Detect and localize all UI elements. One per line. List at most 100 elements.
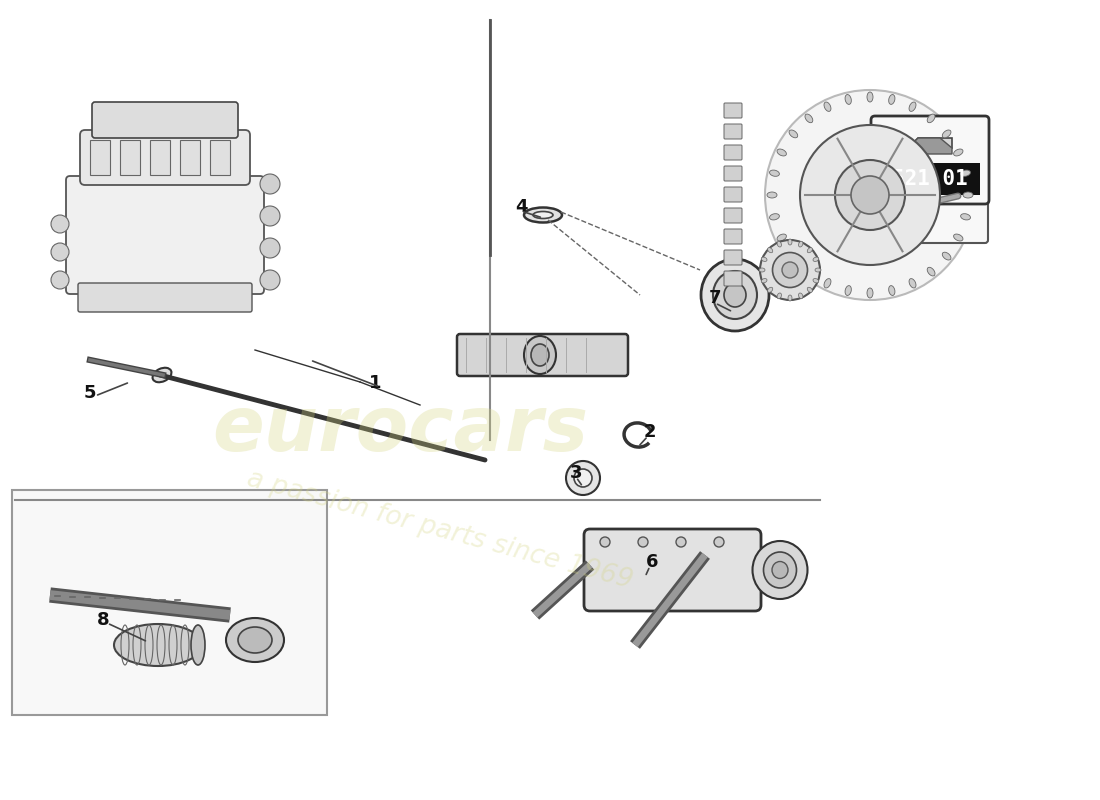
FancyBboxPatch shape [724,187,743,202]
Circle shape [676,537,686,547]
Ellipse shape [954,149,962,156]
Text: 2: 2 [644,423,657,441]
Text: eurocars: eurocars [212,393,588,467]
Ellipse shape [805,267,813,276]
Ellipse shape [788,239,792,245]
Ellipse shape [524,336,556,374]
Ellipse shape [760,240,820,300]
Ellipse shape [845,94,851,104]
Ellipse shape [909,278,916,288]
Ellipse shape [524,207,562,222]
FancyBboxPatch shape [80,130,250,185]
Ellipse shape [763,552,796,588]
Ellipse shape [851,176,889,214]
Ellipse shape [845,286,851,295]
Text: 6: 6 [646,553,658,571]
Ellipse shape [789,252,797,260]
Ellipse shape [927,267,935,276]
FancyBboxPatch shape [78,283,252,312]
Ellipse shape [813,278,818,283]
Ellipse shape [807,287,812,292]
Ellipse shape [788,295,792,301]
Ellipse shape [770,214,780,220]
Ellipse shape [768,248,773,253]
Circle shape [260,174,280,194]
FancyBboxPatch shape [92,102,238,138]
Ellipse shape [824,102,830,111]
FancyBboxPatch shape [871,116,989,204]
Circle shape [260,238,280,258]
FancyBboxPatch shape [724,250,743,265]
Ellipse shape [777,149,786,156]
Circle shape [51,243,69,261]
Ellipse shape [777,293,781,298]
Ellipse shape [789,130,797,138]
Ellipse shape [960,170,970,176]
Ellipse shape [761,278,767,283]
Ellipse shape [191,625,205,665]
Bar [150,140,170,175]
Circle shape [260,206,280,226]
Ellipse shape [805,114,813,122]
Polygon shape [902,138,952,154]
FancyBboxPatch shape [872,177,988,243]
Text: 3: 3 [570,464,582,482]
Bar [180,140,200,175]
Text: 4: 4 [515,198,527,216]
Bar [12,490,327,715]
Ellipse shape [943,130,951,138]
Ellipse shape [889,286,895,295]
FancyBboxPatch shape [724,103,743,118]
Ellipse shape [867,92,873,102]
Circle shape [600,537,610,547]
Text: 8: 8 [97,611,109,629]
Circle shape [51,271,69,289]
Bar [880,163,980,195]
Ellipse shape [772,253,807,287]
FancyBboxPatch shape [66,176,264,294]
Text: 7: 7 [708,289,722,307]
Ellipse shape [238,627,272,653]
Ellipse shape [782,262,797,278]
Bar [210,140,230,175]
FancyBboxPatch shape [724,229,743,244]
Ellipse shape [759,268,764,272]
Circle shape [574,469,592,487]
FancyBboxPatch shape [456,334,628,376]
FancyBboxPatch shape [724,166,743,181]
Text: 521 01: 521 01 [892,169,968,189]
Ellipse shape [761,257,767,262]
Ellipse shape [767,192,777,198]
Ellipse shape [114,624,202,666]
Ellipse shape [701,259,769,331]
Ellipse shape [770,170,780,176]
Circle shape [566,461,600,495]
Circle shape [260,270,280,290]
Bar [90,140,110,175]
Ellipse shape [813,257,818,262]
Text: 1: 1 [368,374,382,392]
Ellipse shape [962,192,974,198]
Ellipse shape [799,242,803,247]
Text: 3: 3 [878,201,888,215]
Ellipse shape [927,114,935,122]
Ellipse shape [889,94,895,104]
Ellipse shape [226,618,284,662]
Ellipse shape [777,242,781,247]
Ellipse shape [531,344,549,366]
Ellipse shape [800,125,940,265]
Ellipse shape [153,368,172,382]
Ellipse shape [752,541,807,599]
Ellipse shape [960,214,970,220]
Ellipse shape [943,252,951,260]
Ellipse shape [724,283,746,307]
Ellipse shape [777,234,786,241]
FancyBboxPatch shape [584,529,761,611]
Ellipse shape [835,160,905,230]
Bar [120,140,140,175]
Ellipse shape [867,288,873,298]
Circle shape [638,537,648,547]
Ellipse shape [764,90,975,300]
Circle shape [51,215,69,233]
Ellipse shape [768,287,773,292]
